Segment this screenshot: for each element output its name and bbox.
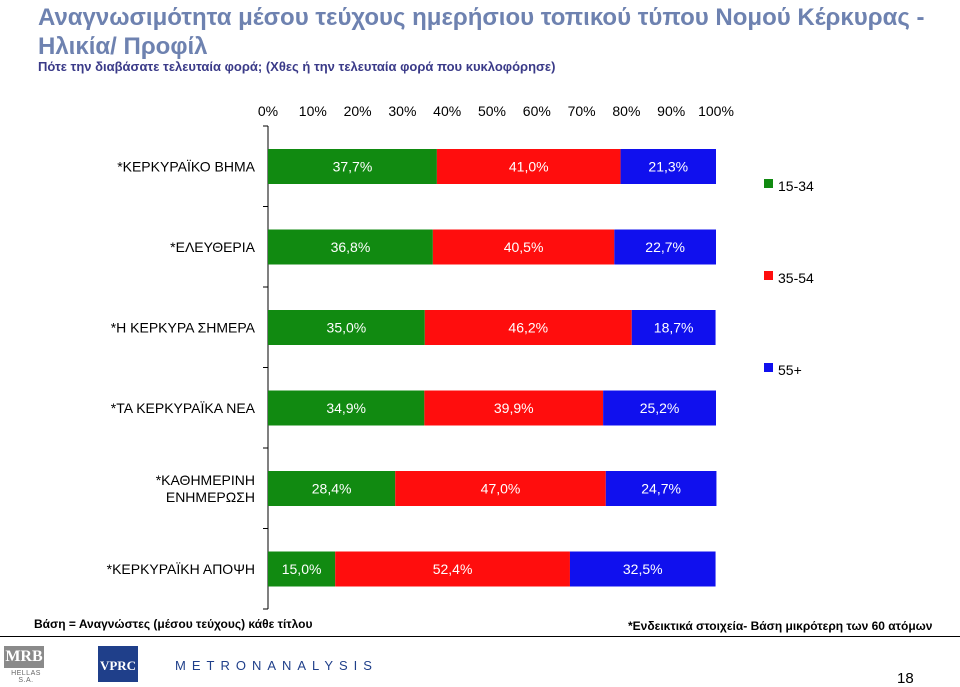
page-number: 18 (897, 670, 914, 687)
legend-label: 15-34 (778, 178, 814, 194)
category-label: ΕΝΗΜΕΡΩΣΗ (166, 489, 255, 505)
data-label: 39,9% (494, 400, 534, 416)
bar-segment (268, 229, 433, 265)
page-title: Αναγνωσιμότητα μέσου τεύχους ημερήσιου τ… (38, 4, 925, 60)
bar-segment (603, 390, 716, 426)
data-label: 34,9% (326, 400, 366, 416)
x-tick-label: 60% (523, 103, 551, 119)
legend-label: 35-54 (778, 270, 814, 286)
x-tick-label: 20% (344, 103, 372, 119)
data-label: 15,0% (282, 561, 322, 577)
data-label: 21,3% (648, 159, 688, 175)
data-label: 18,7% (654, 320, 694, 336)
data-label: 28,4% (312, 481, 352, 497)
base-note: Βάση = Αναγνώστες (μέσου τεύχους) κάθε τ… (34, 617, 313, 631)
bar-segment (614, 229, 716, 265)
mrb-logo: MRB HELLAS S.A. (4, 646, 48, 684)
x-tick-label: 90% (657, 103, 685, 119)
bar-segment (268, 149, 437, 184)
mrb-logo-subtitle: HELLAS S.A. (11, 670, 41, 684)
x-tick-label: 70% (568, 103, 596, 119)
bar-segment (605, 471, 717, 506)
bar-segment (436, 149, 621, 184)
stacked-bar-chart: 0% 10% 20% 30% 40% 50% 60% 70% 80% 90% 100% *ΚΕΡΚΥΡ… (107, 103, 814, 610)
bar-segment (268, 310, 425, 345)
indicative-note: *Ενδεικτικά στοιχεία- Βάση μικρότερη των… (628, 619, 933, 633)
data-label: 52,4% (433, 561, 473, 577)
bar-segment (620, 149, 716, 184)
bar-segment (395, 471, 606, 506)
category-label: *ΚΕΡΚΥΡΑΪΚΗ ΑΠΟΨΗ (107, 561, 255, 577)
category-label: *Η ΚΕΡΚΥΡΑ ΣΗΜΕΡΑ (111, 320, 256, 336)
legend-swatch (764, 179, 773, 188)
bar-segment (335, 551, 570, 587)
data-label: 35,0% (327, 320, 367, 336)
data-label: 37,7% (333, 159, 373, 175)
bar-segment (432, 229, 615, 265)
bar-segment (424, 310, 632, 345)
bar-segment (424, 390, 604, 426)
data-label: 25,2% (640, 400, 680, 416)
x-tick-label: 50% (478, 103, 506, 119)
bar-segment (631, 310, 716, 345)
page-subtitle: Πότε την διαβάσατε τελευταία φορά; (Χθες… (38, 59, 556, 74)
data-label: 46,2% (508, 320, 548, 336)
x-tick-label: 10% (299, 103, 327, 119)
category-label: *ΚΑΘΗΜΕΡΙΝΗ (156, 472, 255, 488)
legend-label: 55+ (778, 362, 802, 378)
legend-swatch (764, 271, 773, 280)
x-tick-label: 100% (698, 103, 734, 119)
data-label: 41,0% (509, 159, 549, 175)
vprc-logo: VPRC (98, 646, 138, 682)
data-label: 22,7% (645, 239, 685, 255)
data-label: 47,0% (481, 481, 521, 497)
bar-segment (268, 551, 336, 587)
x-tick-label: 80% (612, 103, 640, 119)
bar-segment (569, 551, 716, 587)
bar-segment (268, 390, 425, 426)
category-label: *ΕΛΕΥΘΕΡΙΑ (170, 239, 255, 255)
bar-segment (268, 471, 396, 506)
category-label: *ΤΑ ΚΕΡΚΥΡΑΪΚΑ ΝΕΑ (111, 400, 256, 416)
footer-divider (0, 636, 960, 637)
legend-swatch (764, 363, 773, 372)
data-label: 40,5% (504, 239, 544, 255)
x-tick-label: 30% (388, 103, 416, 119)
data-label: 36,8% (331, 239, 371, 255)
data-label: 24,7% (641, 481, 681, 497)
mrb-logo-mark: MRB (4, 646, 44, 668)
category-label: *ΚΕΡΚΥΡΑΪΚΟ ΒΗΜΑ (117, 159, 255, 175)
metron-analysis-logo: METRONANALYSIS (175, 658, 378, 673)
x-tick-label: 40% (433, 103, 461, 119)
data-label: 32,5% (623, 561, 663, 577)
x-tick-label: 0% (258, 103, 278, 119)
